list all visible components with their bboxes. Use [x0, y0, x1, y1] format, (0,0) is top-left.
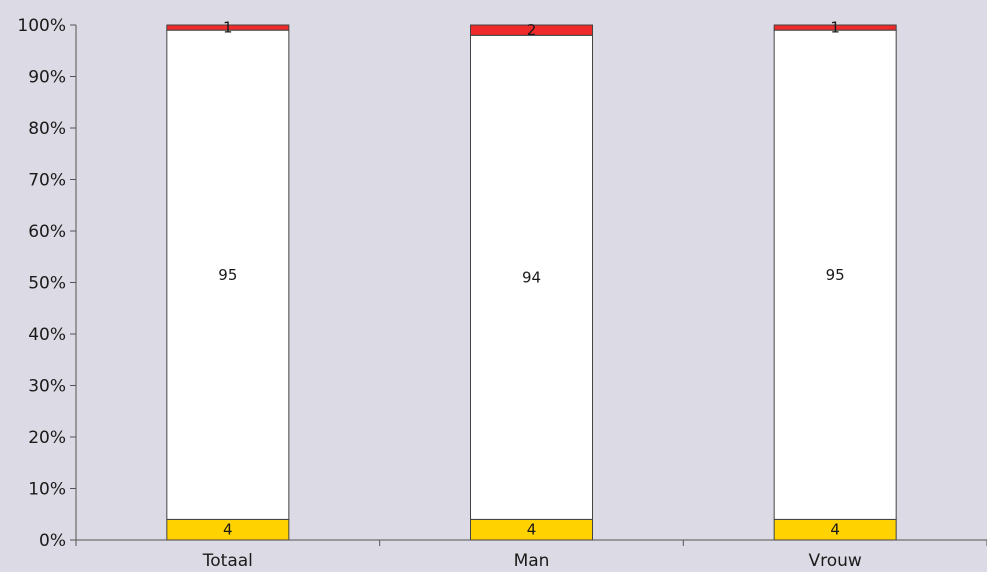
y-tick-label: 10%: [28, 480, 66, 500]
bars: [166, 24, 897, 541]
data-label-yellow-man: 4: [527, 521, 537, 539]
data-labels: 4 95 1 4 94 2 4 95 1: [218, 19, 844, 539]
x-tick-label: Man: [514, 551, 550, 571]
y-tick-label: 50%: [28, 274, 66, 294]
data-label-red-man: 2: [527, 21, 537, 39]
bar-segment-white-man: [470, 34, 593, 520]
data-label-red-vrouw: 1: [830, 19, 840, 37]
y-axis: 0% 10% 20% 30% 40% 50% 60% 70% 80% 90% 100%: [17, 16, 77, 551]
y-tick-label: 60%: [28, 222, 66, 242]
y-tick-label: 0%: [39, 531, 66, 551]
bar-segment-red-man: [470, 24, 593, 36]
data-label-yellow-totaal: 4: [223, 521, 233, 539]
data-label-white-man: 94: [522, 268, 541, 286]
x-tick-label: Vrouw: [809, 551, 862, 571]
x-axis: Totaal Man Vrouw: [75, 539, 987, 571]
y-tick-label: 20%: [28, 428, 66, 448]
y-tick-label: 30%: [28, 377, 66, 397]
y-tick-label: 100%: [17, 16, 66, 36]
y-tick-label: 90%: [28, 68, 66, 88]
y-tick-label: 70%: [28, 171, 66, 191]
data-label-white-totaal: 95: [218, 266, 237, 284]
y-tick-label: 40%: [28, 325, 66, 345]
data-label-white-vrouw: 95: [826, 266, 845, 284]
bar-segment-white-vrouw: [773, 29, 897, 520]
data-label-yellow-vrouw: 4: [830, 521, 840, 539]
y-tick-label: 80%: [28, 119, 66, 139]
bar-segment-red-totaal: [166, 24, 290, 31]
x-tick-label: Totaal: [202, 551, 253, 571]
bar-segment-red-vrouw: [773, 24, 897, 31]
data-label-red-totaal: 1: [223, 19, 233, 37]
